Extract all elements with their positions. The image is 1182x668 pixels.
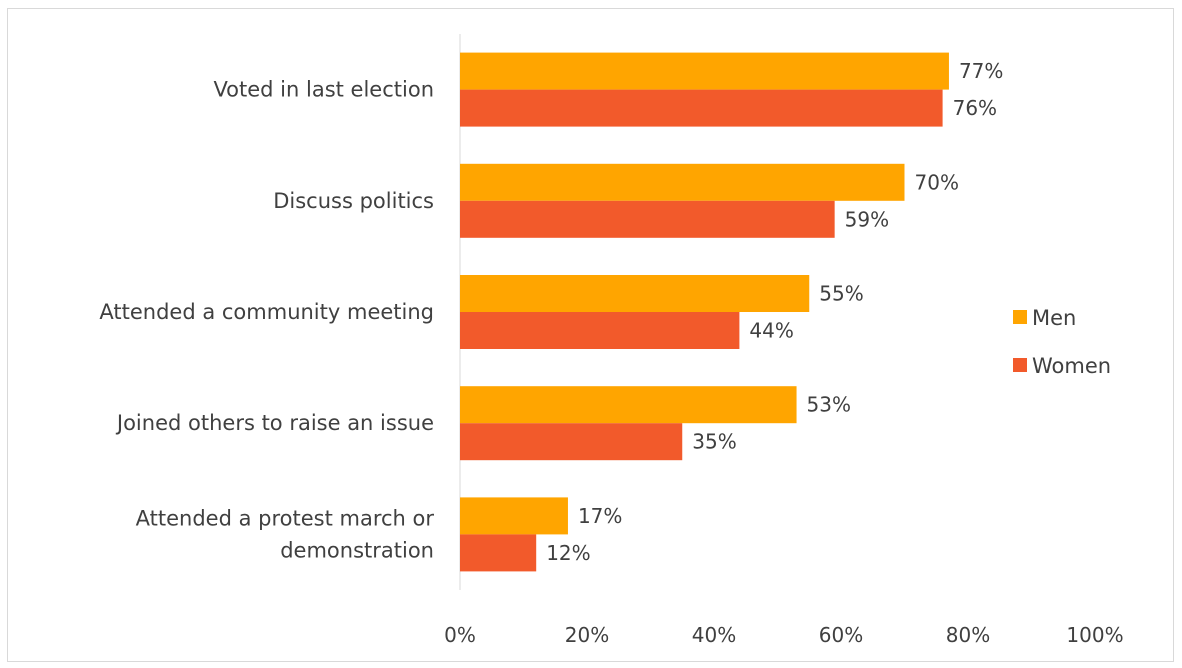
- bar-men: [460, 386, 797, 424]
- bars-group: [460, 52, 949, 572]
- bar-women: [460, 312, 740, 349]
- x-tick-label: 40%: [692, 623, 736, 647]
- category-label: Attended a community meeting: [99, 300, 434, 324]
- data-label: 55%: [819, 282, 863, 306]
- category-label: Attended a protest march or demonstration: [136, 506, 435, 562]
- category-label-line: demonstration: [280, 538, 434, 562]
- bar-women: [460, 534, 537, 572]
- x-tick-label: 60%: [819, 623, 863, 647]
- category-label-line: Discuss politics: [273, 189, 434, 213]
- data-label: 70%: [915, 170, 959, 194]
- data-label: 12%: [546, 541, 590, 565]
- category-label-line: Joined others to raise an issue: [115, 411, 434, 435]
- bar-men: [460, 275, 810, 312]
- data-label: 35%: [692, 430, 736, 454]
- category-label: Voted in last election: [213, 78, 434, 102]
- x-tick-label: 80%: [946, 623, 990, 647]
- data-label: 76%: [953, 96, 997, 120]
- legend-swatch-women: [1013, 358, 1027, 372]
- data-label: 59%: [845, 207, 889, 231]
- category-label-line: Attended a community meeting: [99, 300, 434, 324]
- bar-women: [460, 423, 683, 461]
- x-tick-label: 20%: [565, 623, 609, 647]
- labels-group: Voted in last election Discuss politics At…: [99, 59, 1003, 565]
- x-tick-label: 0%: [444, 623, 476, 647]
- legend: Men Women: [1013, 306, 1111, 378]
- category-label: Joined others to raise an issue: [115, 411, 434, 435]
- bar-women: [460, 89, 943, 127]
- bar-men: [460, 497, 568, 535]
- bar-men: [460, 163, 905, 201]
- legend-label-men: Men: [1032, 306, 1076, 330]
- category-label-line: Attended a protest march or: [136, 506, 435, 530]
- axis-group: 0% 20% 40% 60% 80% 100%: [444, 34, 1124, 647]
- data-label: 44%: [749, 319, 793, 343]
- legend-swatch-men: [1013, 310, 1027, 324]
- bar-women: [460, 200, 835, 238]
- data-label: 53%: [807, 393, 851, 417]
- legend-label-women: Women: [1032, 354, 1111, 378]
- category-label: Discuss politics: [273, 189, 434, 213]
- x-tick-label: 100%: [1066, 623, 1123, 647]
- bar-men: [460, 52, 949, 90]
- data-label: 77%: [959, 59, 1003, 83]
- data-label: 17%: [578, 504, 622, 528]
- category-label-line: Voted in last election: [213, 78, 434, 102]
